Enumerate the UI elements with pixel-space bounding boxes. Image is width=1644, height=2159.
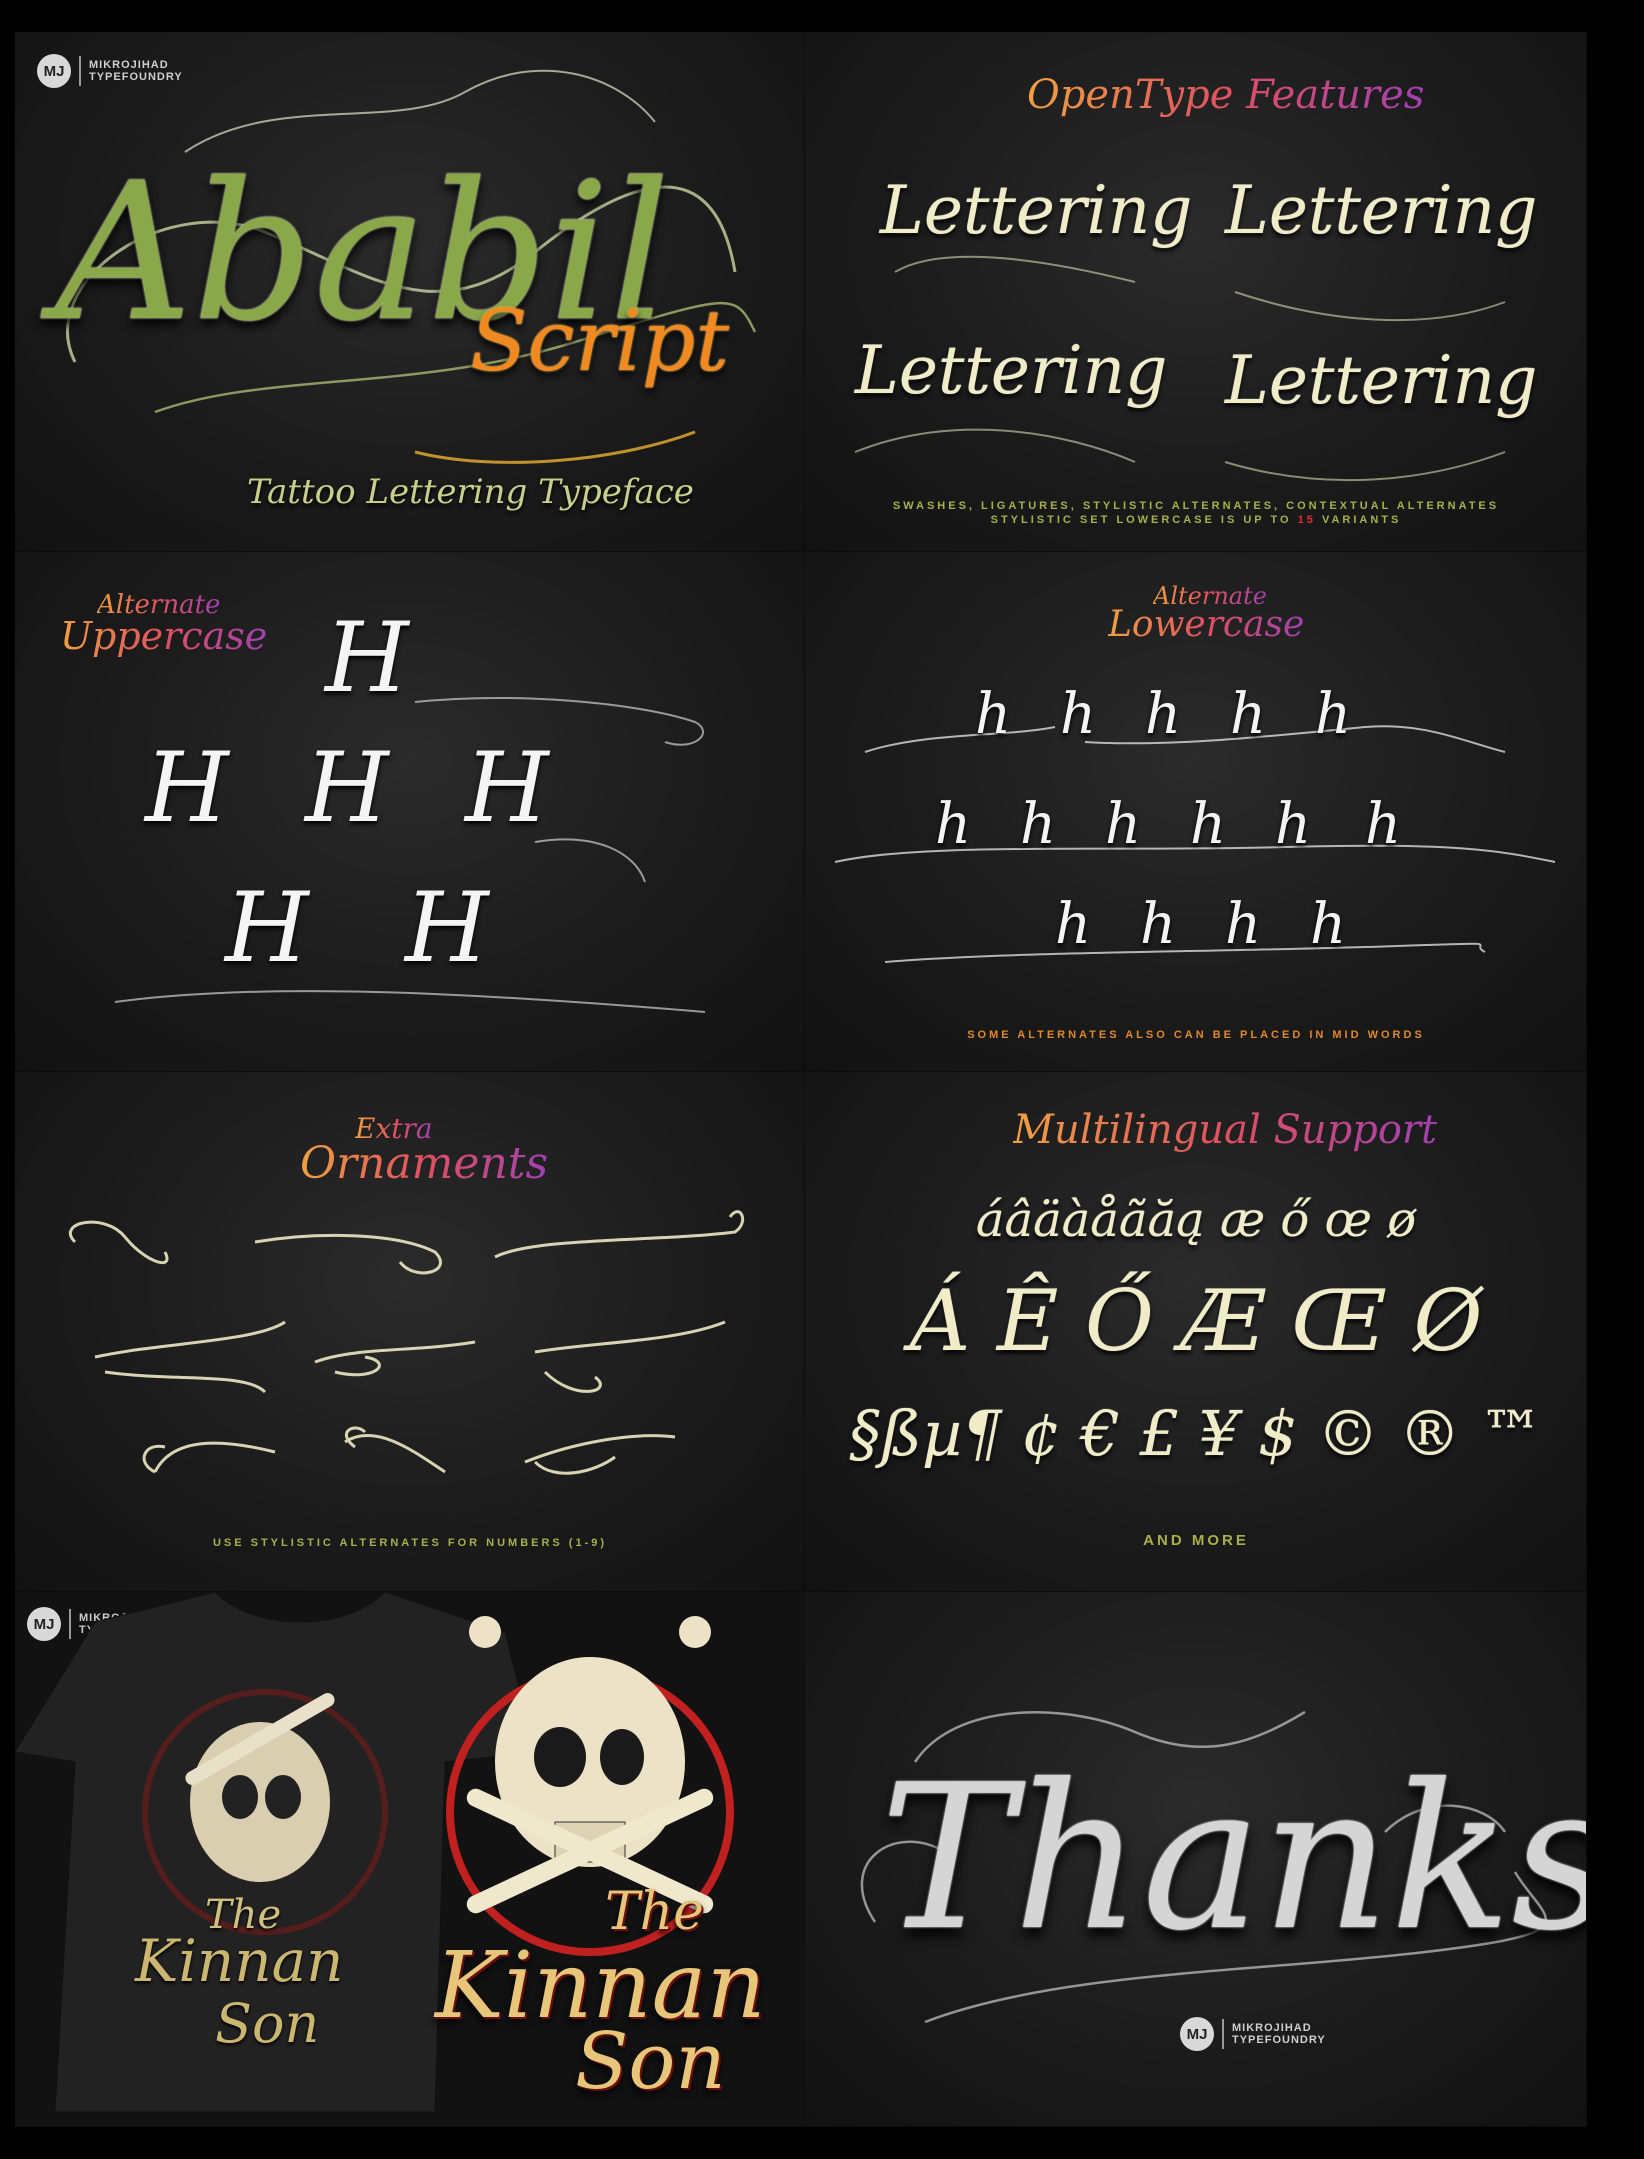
sticker-line-2: Kinnan (435, 1932, 766, 2039)
opentype-swirls (854, 255, 1506, 482)
uppercase-swirls (114, 697, 706, 1013)
lowercase-glyph-4: h (1230, 682, 1267, 747)
logo-text: MIKROJIHAD TYPEFOUNDRY (89, 59, 183, 83)
thanks-text: Thanks (880, 1742, 1587, 1975)
lowercase-glyph-7: h (1020, 792, 1057, 857)
ornaments-panel: Extra Ornaments USE STYLISTIC ALTERNATES… (15, 1072, 805, 1592)
multilingual-row-2: Á Ê Ő Æ Œ Ø (909, 1272, 1483, 1370)
lowercase-heading-top: Alternate (1153, 582, 1267, 610)
logo-line2: TYPEFOUNDRY (1232, 2034, 1326, 2046)
logo-mark: MJ (27, 1607, 61, 1641)
shirt-line-1: The (205, 1892, 282, 1938)
uppercase-glyph-6: H (405, 872, 489, 984)
hero-tagline: Tattoo Lettering Typeface (247, 472, 694, 512)
lettering-sample-1: Lettering (880, 172, 1193, 249)
sticker-line-3: Son (575, 2017, 726, 2107)
multilingual-caption: AND MORE (1143, 1532, 1249, 1549)
hero-panel: MJ MIKROJIHAD TYPEFOUNDRY Ababil Script … (15, 32, 805, 552)
lowercase-glyph-11: h (1365, 792, 1402, 857)
lowercase-glyph-1: h (975, 682, 1012, 747)
logo-line2: TYPEFOUNDRY (89, 71, 183, 83)
thanks-swirls (860, 1710, 1547, 2024)
tshirt-illustration (15, 1592, 734, 2112)
uppercase-panel: Alternate Uppercase H H H H H H (15, 552, 805, 1072)
lowercase-swirls (834, 725, 1556, 963)
lowercase-glyph-8: h (1105, 792, 1142, 857)
multilingual-row-1: áâäàåãăą æ ő œ ø (975, 1192, 1417, 1248)
logo-line1: MIKROJIHAD (89, 59, 169, 71)
uppercase-glyph-3: H (305, 732, 389, 844)
lettering-sample-2: Lettering (1225, 172, 1538, 249)
lowercase-glyph-12: h (1055, 892, 1092, 957)
lowercase-glyph-3: h (1145, 682, 1182, 747)
lettering-sample-4: Lettering (1225, 342, 1538, 419)
opentype-caption-line1: SWASHES, LIGATURES, STYLISTIC ALTERNATES… (892, 500, 1500, 512)
thanks-panel: Thanks MJ MIKROJIHAD TYPEFOUNDRY (805, 1592, 1587, 2127)
lowercase-glyph-15: h (1310, 892, 1347, 957)
lowercase-glyph-10: h (1275, 792, 1312, 857)
variant-count: 15 (1297, 514, 1316, 526)
opentype-panel: OpenType Features Lettering Lettering Le… (805, 32, 1587, 552)
shirt-line-3: Son (215, 1992, 320, 2055)
logo-divider (79, 56, 81, 86)
ornaments-heading-top: Extra (355, 1112, 433, 1145)
logo-line1: MIKROJIHAD (1232, 2022, 1312, 2034)
hero-swirls (66, 69, 757, 464)
uppercase-glyph-1: H (325, 602, 409, 714)
multilingual-heading: Multilingual Support (1013, 1107, 1438, 1153)
caption-prefix: STYLISTIC SET LOWERCASE IS UP TO (990, 514, 1292, 526)
hero-subtitle: Script (470, 292, 730, 390)
foundry-logo: MJ MIKROJIHAD TYPEFOUNDRY (37, 54, 183, 88)
uppercase-glyph-4: H (465, 732, 549, 844)
hero-title: Ababil (55, 142, 671, 363)
uppercase-heading-bottom: Uppercase (60, 614, 268, 658)
lowercase-glyph-9: h (1190, 792, 1227, 857)
presentation-sheet: MJ MIKROJIHAD TYPEFOUNDRY Ababil Script … (15, 32, 1587, 2127)
multilingual-row-3: §ßµ¶ ¢ € £ ¥ $ © ® ™ (849, 1397, 1543, 1470)
lettering-sample-3: Lettering (855, 332, 1168, 409)
tshirt-panel: MJ MIKROJIHAD TYPEFOUNDRY (15, 1592, 805, 2127)
logo-mark: MJ (37, 54, 71, 88)
lowercase-glyph-13: h (1140, 892, 1177, 957)
logo-mark: MJ (1180, 2017, 1214, 2051)
uppercase-glyph-5: H (225, 872, 309, 984)
ornaments-heading-bottom: Ornaments (300, 1138, 549, 1189)
uppercase-heading-top: Alternate (97, 590, 221, 620)
caption-suffix: VARIANTS (1321, 514, 1402, 526)
foundry-logo-thanks: MJ MIKROJIHAD TYPEFOUNDRY (1180, 2017, 1326, 2051)
lowercase-heading-bottom: Lowercase (1108, 604, 1305, 645)
lowercase-glyph-5: h (1315, 682, 1352, 747)
lowercase-caption: SOME ALTERNATES ALSO CAN BE PLACED IN MI… (967, 1029, 1425, 1041)
logo-divider (69, 1609, 71, 1639)
lowercase-glyph-2: h (1060, 682, 1097, 747)
shirt-line-2: Kinnan (135, 1927, 344, 1995)
lowercase-glyph-6: h (935, 792, 972, 857)
lowercase-glyph-14: h (1225, 892, 1262, 957)
multilingual-panel: Multilingual Support áâäàåãăą æ ő œ ø Á … (805, 1072, 1587, 1592)
lowercase-panel: Alternate Lowercase h h h h h h h h h h … (805, 552, 1587, 1072)
logo-text: MIKROJIHAD TYPEFOUNDRY (1232, 2022, 1326, 2046)
opentype-heading: OpenType Features (1027, 72, 1425, 118)
logo-divider (1222, 2019, 1224, 2049)
ornament-swirls (68, 1210, 745, 1475)
uppercase-glyph-2: H (145, 732, 229, 844)
opentype-caption-line2: STYLISTIC SET LOWERCASE IS UP TO 15 VARI… (805, 514, 1586, 526)
sticker-line-1: The (605, 1882, 704, 1942)
ornaments-caption: USE STYLISTIC ALTERNATES FOR NUMBERS (1-… (212, 1537, 608, 1549)
